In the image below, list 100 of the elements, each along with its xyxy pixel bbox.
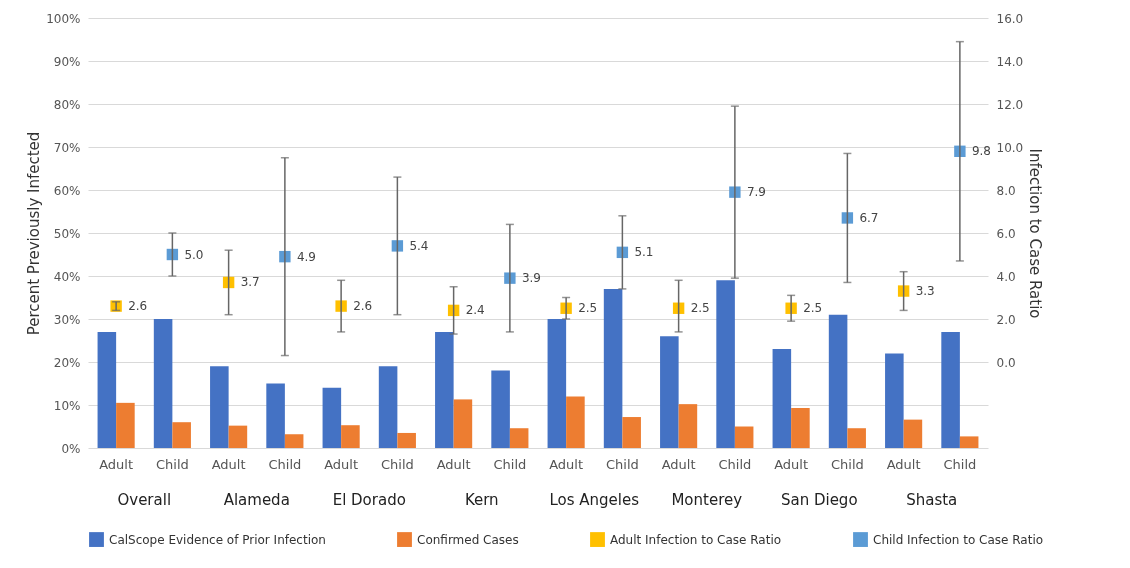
x-tick-label: Child [943, 456, 977, 472]
bar [153, 319, 173, 448]
bar [660, 336, 679, 448]
bar [885, 353, 904, 448]
y-tick-label: 40% [53, 269, 81, 284]
x-tick-label: Adult [886, 456, 921, 472]
bar [622, 417, 641, 448]
x-tick-label: Child [268, 456, 302, 472]
data-label: 5.1 [634, 245, 654, 260]
x-tick-label: Child [493, 456, 527, 472]
y-tick-label: 50% [53, 226, 81, 241]
y-tick-label: 80% [53, 97, 81, 112]
point [897, 285, 910, 297]
bar [210, 366, 229, 448]
y2-axis-title: Infection to Case Ratio [1026, 148, 1045, 319]
bar [716, 280, 735, 448]
bar [116, 402, 135, 448]
bar [228, 425, 248, 448]
bar [397, 432, 416, 448]
bar [847, 428, 866, 448]
x-tick-label: Adult [324, 456, 359, 472]
bar [491, 370, 510, 448]
x-tick-label: Child [830, 456, 864, 472]
y2-tick-label: 16.0 [996, 11, 1024, 26]
x-tick-label: Child [605, 456, 639, 472]
text: Monterey [671, 491, 743, 509]
bar [97, 331, 117, 448]
bar [903, 419, 923, 448]
text: Alameda [223, 491, 290, 509]
x-tick-label: Adult [661, 456, 696, 472]
bar [172, 422, 191, 448]
bar [791, 408, 810, 448]
y-tick-label: 100% [46, 11, 81, 26]
bar [322, 387, 342, 448]
y2-tick-label: 14.0 [996, 54, 1024, 69]
bar [378, 366, 398, 448]
y-tick-label: 30% [53, 312, 81, 327]
x-tick-label: Child [155, 456, 189, 472]
bar [453, 399, 473, 448]
y2-tick-label: 6.0 [996, 226, 1016, 241]
y-tick-label: 0% [61, 441, 81, 456]
data-label: 2.6 [128, 299, 148, 314]
data-label: 2.6 [353, 299, 373, 314]
y-tick-label: 70% [53, 140, 81, 155]
x-tick-label: Child [380, 456, 414, 472]
y2-tick-label: 12.0 [996, 97, 1024, 112]
data-label: 2.5 [690, 301, 710, 316]
legend-label: Confirmed Cases [417, 532, 519, 547]
bar [435, 331, 454, 448]
point [841, 212, 854, 224]
bar [772, 349, 792, 448]
bar [509, 428, 529, 448]
y2-tick-label: 2.0 [996, 312, 1016, 327]
text: Los Angeles [549, 491, 640, 509]
text: Shasta [906, 491, 958, 509]
data-label: 9.8 [971, 144, 991, 159]
text: San Diego [780, 491, 858, 509]
data-label: 6.7 [859, 210, 879, 225]
bar [734, 426, 754, 448]
data-label: 2.5 [803, 301, 823, 316]
data-label: 3.7 [240, 275, 260, 290]
text: Overall [117, 491, 172, 509]
bar [828, 314, 848, 448]
y2-tick-label: 8.0 [996, 183, 1016, 198]
data-label: 4.9 [296, 249, 316, 264]
bar [341, 425, 360, 448]
data-label: 2.4 [465, 303, 485, 318]
bar [284, 434, 304, 448]
data-label: 3.3 [915, 284, 935, 299]
bar [566, 396, 585, 448]
bar [678, 404, 698, 448]
bar [959, 436, 979, 448]
y-tick-label: 10% [53, 398, 81, 413]
bar [603, 288, 623, 448]
x-tick-label: Adult [436, 456, 471, 472]
y-tick-label: 20% [53, 355, 81, 370]
y2-tick-label: 0.0 [996, 355, 1016, 370]
x-tick-label: Child [718, 456, 752, 472]
x-tick-label: Adult [774, 456, 809, 472]
x-tick-label: Adult [211, 456, 246, 472]
y-tick-label: 90% [53, 54, 81, 69]
y2-tick-label: 10.0 [996, 140, 1024, 155]
x-tick-label: Adult [99, 456, 134, 472]
bar [941, 331, 960, 448]
x-tick-label: Adult [549, 456, 584, 472]
data-label: 5.4 [409, 238, 429, 253]
data-label: 2.5 [578, 301, 598, 316]
bar [547, 319, 567, 448]
y2-tick-label: 4.0 [996, 269, 1016, 284]
legend-label: Adult Infection to Case Ratio [610, 532, 782, 547]
legend-label: Child Infection to Case Ratio [873, 532, 1044, 547]
data-label: 7.9 [746, 185, 766, 200]
y-tick-label: 60% [53, 183, 81, 198]
bar [266, 383, 285, 448]
point [391, 240, 404, 252]
data-label: 3.9 [521, 271, 541, 286]
legend-label: CalScope Evidence of Prior Infection [109, 532, 326, 547]
data-label: 5.0 [184, 247, 204, 262]
text: El Dorado [332, 491, 406, 509]
text: Kern [464, 491, 499, 509]
